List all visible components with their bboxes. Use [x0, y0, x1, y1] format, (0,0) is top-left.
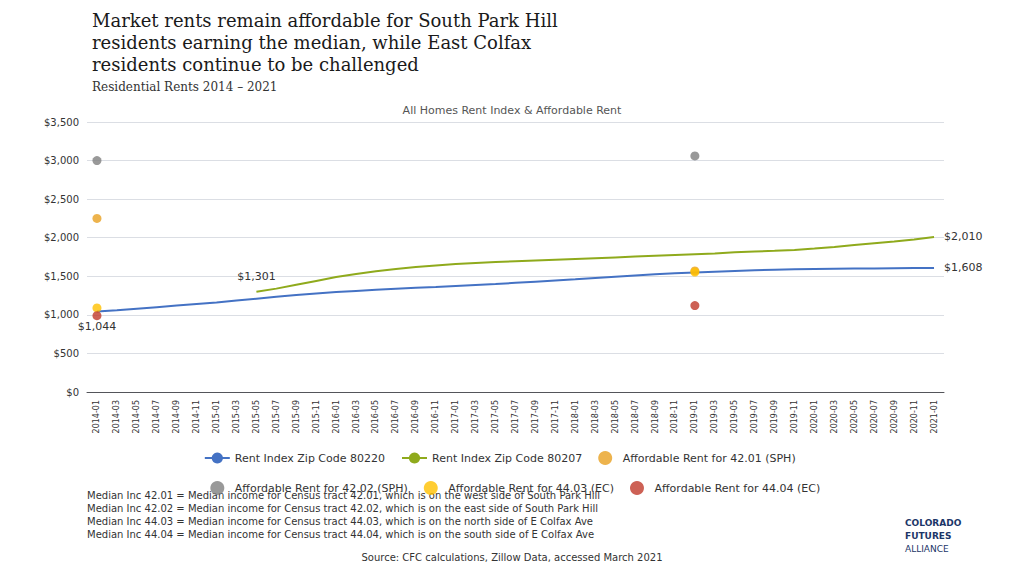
svg-text:2017-03: 2017-03: [471, 400, 480, 433]
svg-text:$0: $0: [66, 387, 79, 398]
svg-text:2018-05: 2018-05: [611, 400, 620, 433]
svg-text:2016-07: 2016-07: [391, 400, 400, 433]
svg-text:2020-09: 2020-09: [890, 400, 899, 433]
svg-text:2020-07: 2020-07: [870, 400, 879, 433]
svg-text:2021-01: 2021-01: [930, 400, 939, 433]
svg-text:2019-03: 2019-03: [710, 400, 719, 433]
svg-text:2016-11: 2016-11: [431, 400, 440, 433]
svg-text:Median Inc 44.03 = Median inco: Median Inc 44.03 = Median income for Cen…: [87, 516, 593, 527]
svg-text:$1,500: $1,500: [44, 271, 79, 282]
svg-text:2015-05: 2015-05: [252, 400, 261, 433]
svg-text:All Homes Rent Index & Afforda: All Homes Rent Index & Affordable Rent: [403, 104, 622, 117]
svg-text:Affordable Rent for 44.03 (EC): Affordable Rent for 44.03 (EC): [448, 482, 614, 495]
svg-text:2014-11: 2014-11: [192, 400, 201, 433]
svg-text:$3,000: $3,000: [44, 155, 79, 166]
svg-text:2014-01: 2014-01: [92, 400, 101, 433]
svg-text:Residential Rents 2014 – 2021: Residential Rents 2014 – 2021: [92, 80, 277, 94]
svg-text:Median Inc 42.02 = Median inco: Median Inc 42.02 = Median income for Cen…: [87, 503, 598, 514]
svg-text:2019-07: 2019-07: [750, 400, 759, 433]
svg-text:2018-07: 2018-07: [631, 400, 640, 433]
svg-text:2020-05: 2020-05: [850, 400, 859, 433]
svg-text:2015-09: 2015-09: [292, 400, 301, 433]
svg-text:2016-01: 2016-01: [332, 400, 341, 433]
svg-text:2018-09: 2018-09: [651, 400, 660, 433]
svg-text:2019-01: 2019-01: [690, 400, 699, 433]
svg-text:$3,500: $3,500: [44, 117, 79, 128]
svg-text:Rent Index Zip Code 80220: Rent Index Zip Code 80220: [235, 452, 385, 465]
svg-text:2014-09: 2014-09: [172, 400, 181, 433]
svg-text:Median Inc 42.01 = Median inco: Median Inc 42.01 = Median income for Cen…: [87, 489, 600, 501]
svg-text:2015-01: 2015-01: [212, 400, 221, 433]
svg-text:Median Inc 44.04 = Median inco: Median Inc 44.04 = Median income for Cen…: [87, 529, 594, 540]
svg-text:residents continue to be chall: residents continue to be challenged: [92, 54, 419, 75]
svg-text:Affordable Rent for 42.01 (SPH: Affordable Rent for 42.01 (SPH): [623, 452, 796, 465]
svg-text:2019-09: 2019-09: [770, 400, 779, 433]
svg-text:$1,301: $1,301: [237, 270, 276, 283]
svg-text:$1,044: $1,044: [78, 320, 117, 333]
svg-text:2018-01: 2018-01: [571, 400, 580, 433]
svg-text:2020-11: 2020-11: [910, 400, 919, 433]
svg-text:2018-03: 2018-03: [591, 400, 600, 433]
svg-text:Rent Index Zip Code 80207: Rent Index Zip Code 80207: [432, 452, 582, 465]
svg-text:2014-03: 2014-03: [112, 400, 121, 433]
svg-text:2019-11: 2019-11: [790, 400, 799, 433]
svg-text:$500: $500: [54, 348, 79, 359]
svg-text:2014-05: 2014-05: [132, 400, 141, 433]
svg-text:2020-03: 2020-03: [830, 400, 839, 433]
svg-text:2017-09: 2017-09: [531, 400, 540, 433]
svg-text:FUTURES: FUTURES: [905, 531, 951, 541]
svg-text:2015-03: 2015-03: [232, 400, 241, 433]
svg-text:Affordable Rent for 42.02 (SPH: Affordable Rent for 42.02 (SPH): [235, 482, 408, 495]
svg-text:2016-03: 2016-03: [352, 400, 361, 433]
svg-text:2016-09: 2016-09: [411, 400, 420, 433]
svg-text:2017-01: 2017-01: [451, 400, 460, 433]
svg-text:2020-01: 2020-01: [810, 400, 819, 433]
svg-text:2017-11: 2017-11: [551, 400, 560, 433]
svg-text:Source: CFC calculations, Zill: Source: CFC calculations, Zillow Data, a…: [361, 552, 662, 563]
svg-text:2017-07: 2017-07: [511, 400, 520, 433]
svg-text:Affordable Rent for 44.04 (EC): Affordable Rent for 44.04 (EC): [654, 482, 820, 495]
svg-text:residents earning the median,: residents earning the median, while East…: [92, 32, 531, 53]
svg-text:2018-11: 2018-11: [670, 400, 679, 433]
svg-text:$1,000: $1,000: [44, 309, 79, 320]
svg-text:COLORADO: COLORADO: [905, 518, 962, 528]
svg-text:2014-07: 2014-07: [152, 400, 161, 433]
svg-text:2017-05: 2017-05: [491, 400, 500, 433]
svg-text:$2,010: $2,010: [944, 230, 983, 243]
svg-text:$2,500: $2,500: [44, 194, 79, 205]
svg-text:2019-05: 2019-05: [730, 400, 739, 433]
svg-text:$2,000: $2,000: [44, 232, 79, 243]
svg-text:2015-07: 2015-07: [272, 400, 281, 433]
svg-text:Market rents remain affordable: Market rents remain affordable for South…: [92, 10, 558, 31]
svg-text:$1,608: $1,608: [944, 261, 983, 274]
svg-text:2015-11: 2015-11: [312, 400, 321, 433]
svg-text:2016-05: 2016-05: [371, 400, 380, 433]
svg-text:ALLIANCE: ALLIANCE: [905, 544, 949, 554]
